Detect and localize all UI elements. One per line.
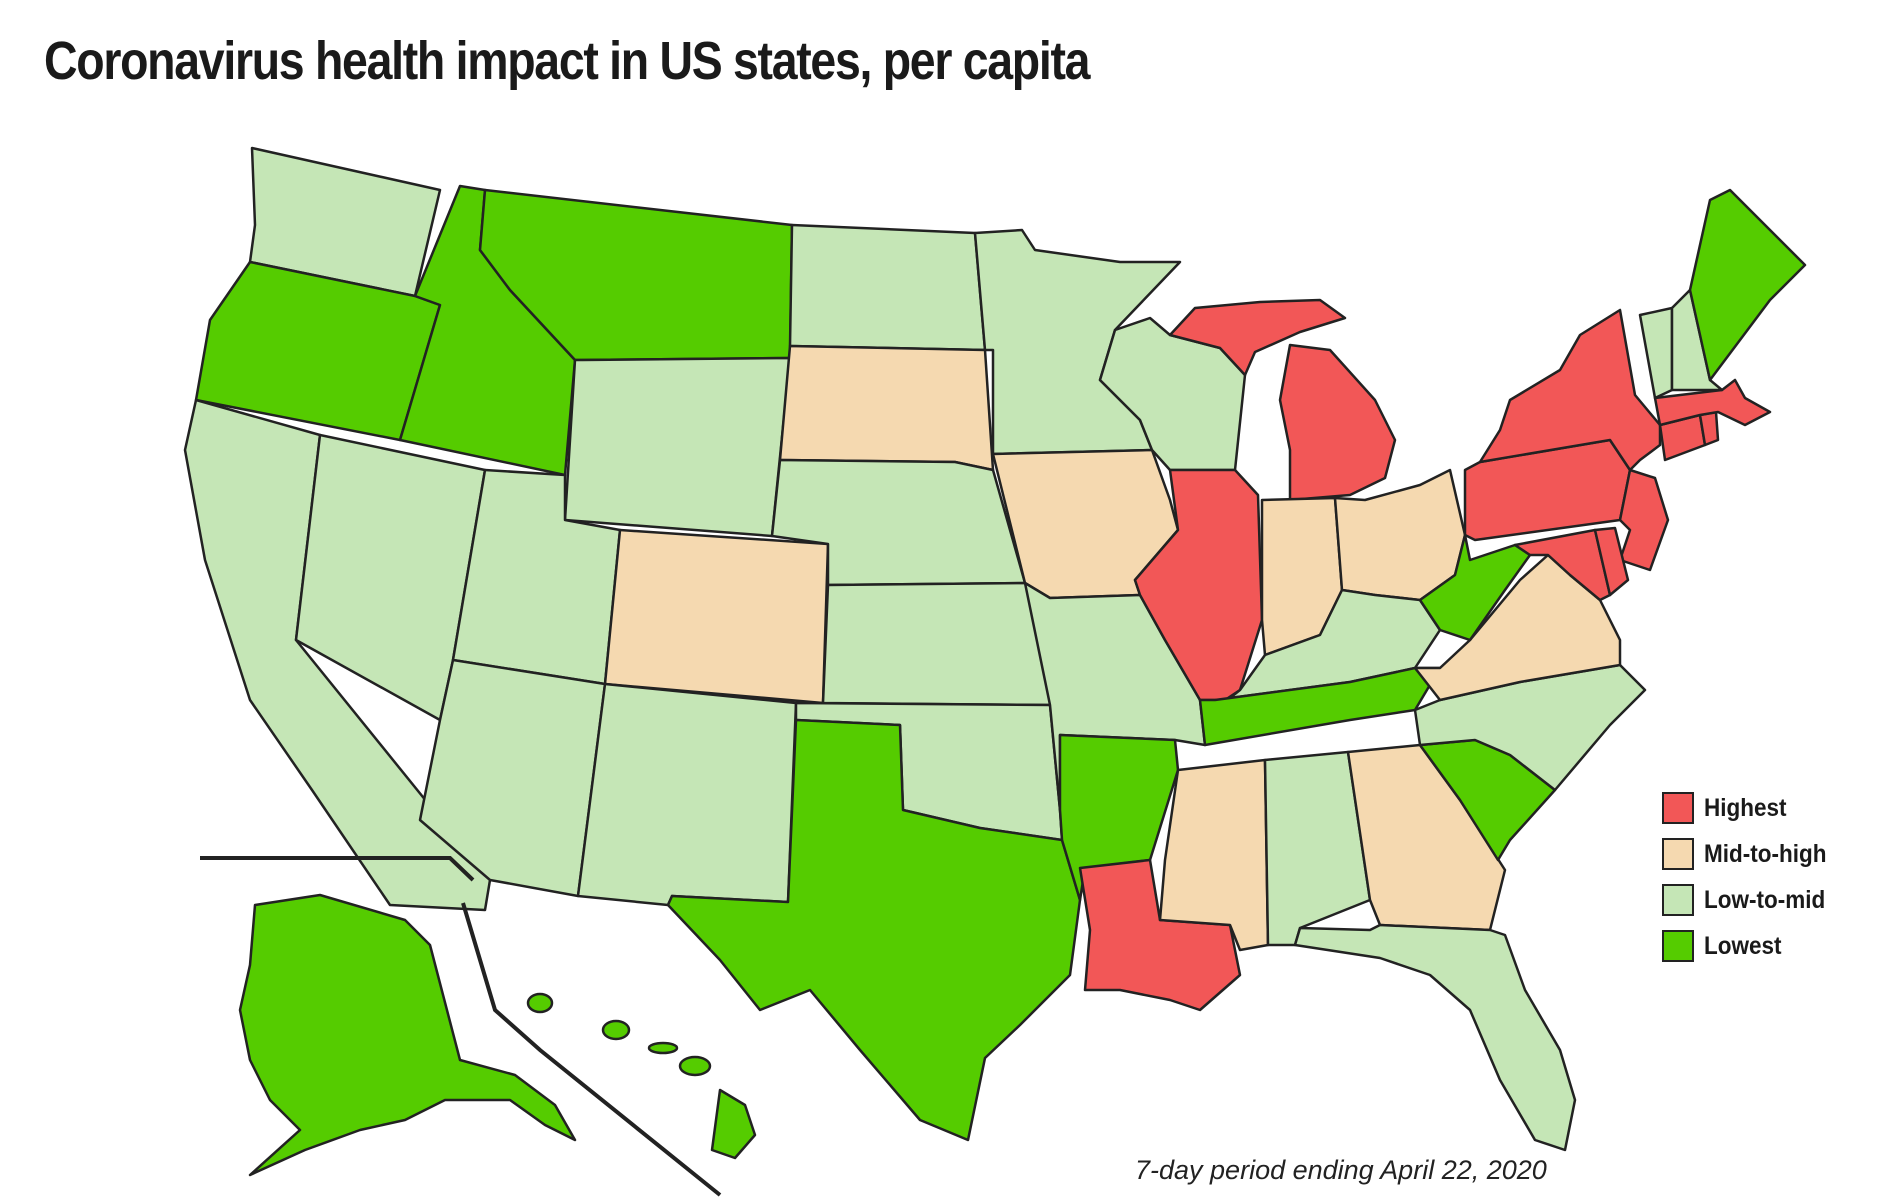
inset-border-alaska xyxy=(200,856,475,882)
state-MI[interactable] xyxy=(1278,343,1397,502)
state-HI-oahu[interactable] xyxy=(601,1019,631,1041)
map-legend: Highest Mid-to-high Low-to-mid Lowest xyxy=(1662,785,1852,969)
state-KS[interactable] xyxy=(821,581,1052,707)
legend-label-low-to-mid: Low-to-mid xyxy=(1704,885,1826,914)
state-FL[interactable] xyxy=(1293,923,1577,1152)
state-MA[interactable] xyxy=(1653,378,1772,427)
state-SD[interactable] xyxy=(778,344,995,472)
state-CO[interactable] xyxy=(603,528,830,705)
legend-item-lowest: Lowest xyxy=(1662,923,1852,969)
state-LA[interactable] xyxy=(1078,858,1242,1012)
legend-label-mid-to-high: Mid-to-high xyxy=(1704,839,1827,868)
legend-swatch-highest xyxy=(1662,792,1694,824)
state-HI-kauai[interactable] xyxy=(526,992,554,1014)
state-ND[interactable] xyxy=(788,223,987,352)
legend-label-lowest: Lowest xyxy=(1704,931,1782,960)
state-TX[interactable] xyxy=(666,718,1082,1142)
legend-item-low-to-mid: Low-to-mid xyxy=(1662,877,1852,923)
map-footnote: 7-day period ending April 22, 2020 xyxy=(1135,1155,1547,1185)
state-MI-up[interactable] xyxy=(1168,298,1347,377)
legend-swatch-low-to-mid xyxy=(1662,884,1694,916)
state-WY[interactable] xyxy=(563,356,792,538)
state-MS[interactable] xyxy=(1158,758,1270,952)
legend-swatch-lowest xyxy=(1662,930,1694,962)
state-NM[interactable] xyxy=(576,682,798,907)
legend-swatch-mid-to-high xyxy=(1662,838,1694,870)
legend-item-mid-to-high: Mid-to-high xyxy=(1662,831,1852,877)
state-ME[interactable] xyxy=(1688,188,1807,382)
state-HI-maui[interactable] xyxy=(678,1055,712,1077)
state-DE[interactable] xyxy=(1593,526,1630,597)
state-HI-molokai[interactable] xyxy=(647,1041,679,1055)
inset-border-hawaii xyxy=(461,902,722,1197)
state-VT[interactable] xyxy=(1638,306,1674,400)
state-NJ[interactable] xyxy=(1618,468,1670,572)
state-HI[interactable] xyxy=(710,1088,757,1160)
map-title: Coronavirus health impact in US states, … xyxy=(44,31,1090,91)
state-NY[interactable] xyxy=(1478,308,1662,472)
state-AK[interactable] xyxy=(238,893,577,1177)
legend-item-highest: Highest xyxy=(1662,785,1852,831)
state-NH[interactable] xyxy=(1670,288,1724,392)
legend-label-highest: Highest xyxy=(1704,793,1787,822)
